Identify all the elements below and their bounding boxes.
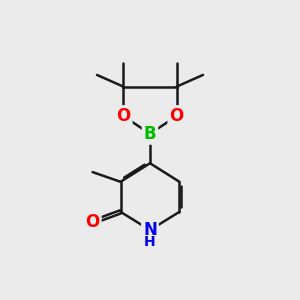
Text: B: B — [144, 125, 156, 143]
Text: H: H — [144, 235, 156, 249]
Text: O: O — [116, 107, 130, 125]
Text: O: O — [85, 213, 100, 231]
Text: O: O — [169, 107, 184, 125]
Text: N: N — [143, 221, 157, 239]
